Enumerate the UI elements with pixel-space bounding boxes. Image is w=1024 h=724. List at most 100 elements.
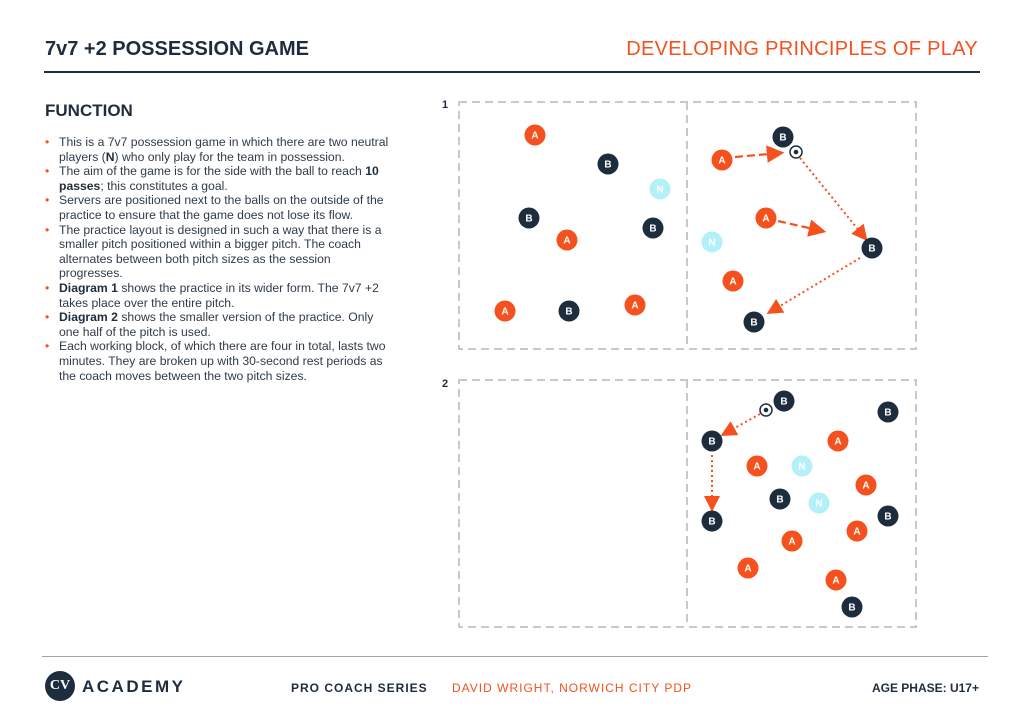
player-n: N — [808, 492, 830, 514]
player-b: B — [877, 505, 899, 527]
bold-text: Diagram 1 — [59, 280, 118, 295]
text: Each working block, of which there are f… — [59, 339, 386, 383]
cv-logo: CV — [45, 671, 75, 701]
bold-text: N — [105, 149, 115, 164]
series-label: PRO COACH SERIES — [291, 681, 428, 695]
player-n: N — [649, 178, 671, 200]
player-label: B — [779, 133, 786, 144]
player-label: N — [708, 238, 715, 249]
player-label: B — [604, 160, 611, 171]
player-a: A — [556, 229, 578, 251]
ball-icon — [759, 403, 773, 417]
function-bullet: Diagram 1 shows the practice in its wide… — [45, 281, 395, 310]
footer-divider — [42, 656, 988, 657]
page-title: 7v7 +2 POSSESSION GAME — [45, 38, 309, 60]
function-bullet: Diagram 2 shows the smaller version of t… — [45, 310, 395, 339]
player-a: A — [846, 520, 868, 542]
player-b: B — [518, 207, 540, 229]
player-label: B — [649, 224, 656, 235]
player-b: B — [701, 510, 723, 532]
bold-text: 10 passes — [59, 164, 379, 193]
player-b: B — [743, 311, 765, 333]
player-label: B — [750, 318, 757, 329]
movement-arrow — [734, 145, 785, 163]
text: Servers are positioned next to the balls… — [59, 193, 384, 222]
player-label: A — [788, 537, 795, 548]
player-a: A — [755, 207, 777, 229]
player-label: B — [884, 408, 891, 419]
player-a: A — [746, 455, 768, 477]
player-label: A — [753, 462, 760, 473]
player-a: A — [737, 557, 759, 579]
player-label: A — [762, 214, 769, 225]
text: shows the smaller version of the practic… — [59, 310, 374, 339]
player-label: B — [708, 517, 715, 528]
text: ) who only play for the team in possessi… — [114, 149, 345, 164]
player-b: B — [772, 126, 794, 148]
function-bullet: Servers are positioned next to the balls… — [45, 193, 395, 222]
player-label: B — [780, 397, 787, 408]
function-bullet: The aim of the game is for the side with… — [45, 164, 395, 193]
player-b: B — [877, 401, 899, 423]
player-label: A — [563, 236, 570, 247]
text: This is a 7v7 possession game in which t… — [59, 135, 389, 164]
player-label: A — [531, 131, 538, 142]
diagram-2-label: 2 — [442, 378, 449, 390]
ball-icon — [789, 145, 803, 159]
player-label: A — [853, 527, 860, 538]
player-b: B — [773, 390, 795, 412]
player-b: B — [769, 488, 791, 510]
diagram-1-label: 1 — [442, 99, 449, 111]
player-label: B — [776, 495, 783, 506]
player-a: A — [494, 300, 516, 322]
player-label: A — [862, 481, 869, 492]
pass-arrow — [799, 157, 868, 242]
text: ; this constitutes a goal. — [100, 178, 228, 193]
player-b: B — [701, 430, 723, 452]
player-b: B — [861, 237, 883, 259]
player-a: A — [855, 474, 877, 496]
player-a: A — [711, 149, 733, 171]
pass-arrow — [766, 257, 861, 315]
function-heading: FUNCTION — [45, 101, 133, 120]
player-label: A — [729, 277, 736, 288]
player-label: B — [565, 307, 572, 318]
coach-label: DAVID WRIGHT, NORWICH CITY PDP — [452, 681, 693, 695]
player-label: B — [848, 603, 855, 614]
player-label: B — [868, 244, 875, 255]
function-list: This is a 7v7 possession game in which t… — [45, 135, 395, 383]
player-n: N — [701, 231, 723, 253]
player-a: A — [827, 430, 849, 452]
player-label: N — [815, 499, 822, 510]
player-label: A — [832, 576, 839, 587]
player-label: N — [798, 462, 805, 473]
player-a: A — [624, 294, 646, 316]
movement-arrow — [777, 219, 827, 237]
player-a: A — [524, 124, 546, 146]
bold-text: Diagram 2 — [59, 310, 118, 325]
age-phase: AGE PHASE: U17+ — [871, 681, 979, 695]
player-label: A — [744, 564, 751, 575]
player-a: A — [781, 530, 803, 552]
text: shows the practice in its wider form. Th… — [59, 280, 379, 310]
player-label: N — [656, 185, 663, 196]
header-divider — [44, 71, 980, 73]
player-label: A — [631, 301, 638, 312]
player-label: A — [718, 156, 725, 167]
player-n: N — [791, 455, 813, 477]
player-a: A — [825, 569, 847, 591]
function-bullet: The practice layout is designed in such … — [45, 223, 395, 281]
function-bullet: This is a 7v7 possession game in which t… — [45, 135, 395, 164]
page-subtitle: DEVELOPING PRINCIPLES OF PLAY — [626, 38, 978, 60]
player-b: B — [841, 596, 863, 618]
player-label: B — [708, 437, 715, 448]
pass-arrow — [720, 413, 761, 436]
function-bullet: Each working block, of which there are f… — [45, 339, 395, 383]
text: The aim of the game is for the side with… — [59, 164, 366, 179]
player-b: B — [558, 300, 580, 322]
player-label: A — [501, 307, 508, 318]
brand-name: ACADEMY — [82, 677, 186, 696]
player-label: B — [525, 214, 532, 225]
player-a: A — [722, 270, 744, 292]
